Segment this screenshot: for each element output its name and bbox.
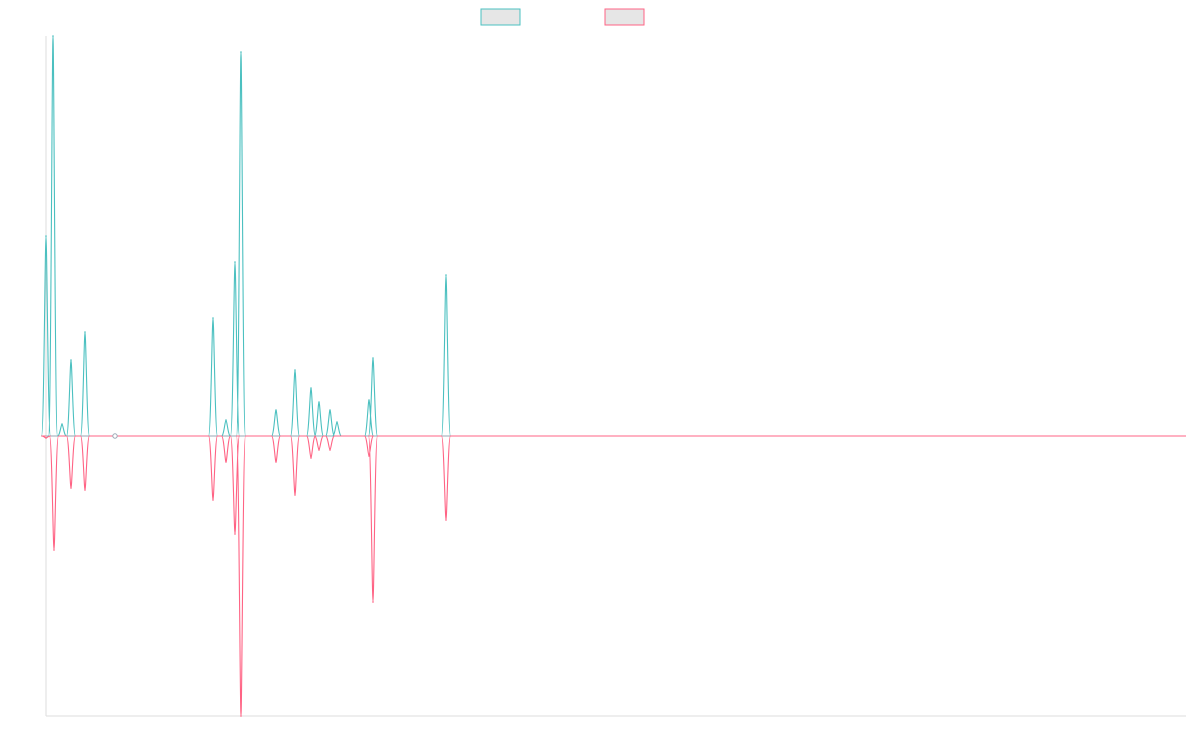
series-2-point-5 bbox=[212, 499, 214, 501]
series-1-point-9 bbox=[234, 261, 236, 263]
plot-area bbox=[41, 35, 1186, 717]
series-2-point-1 bbox=[45, 437, 47, 439]
series-2-line bbox=[41, 435, 1186, 717]
series-2-point-14 bbox=[368, 455, 370, 457]
series-1-line bbox=[41, 35, 1186, 437]
series-2-point-11 bbox=[310, 457, 312, 459]
series-2-point-15 bbox=[372, 601, 374, 603]
series-1-point-13 bbox=[310, 387, 312, 389]
series-1-point-4 bbox=[70, 359, 72, 361]
series-2-point-9 bbox=[275, 461, 277, 463]
series-2-point-2 bbox=[53, 549, 55, 551]
baseline-marker bbox=[112, 433, 118, 439]
series-1-point-15 bbox=[329, 409, 331, 411]
series-2-point-12 bbox=[318, 449, 320, 451]
series-1-point-3 bbox=[61, 423, 63, 425]
series-1-point-5 bbox=[84, 331, 86, 333]
series-1-point-11 bbox=[275, 409, 277, 411]
series-2-point-7 bbox=[234, 533, 236, 535]
series-1-point-17 bbox=[368, 399, 370, 401]
series-2-point-4 bbox=[84, 489, 86, 491]
legend bbox=[480, 8, 645, 26]
series-1-point-14 bbox=[318, 401, 320, 403]
legend-swatch-series-1[interactable] bbox=[480, 8, 521, 26]
series-1-point-1 bbox=[45, 235, 47, 237]
series-2-point-8 bbox=[240, 715, 242, 717]
series-1-point-2 bbox=[52, 35, 54, 37]
series-1-point-10 bbox=[240, 51, 242, 53]
series-1-point-8 bbox=[225, 419, 227, 421]
series-1-point-18 bbox=[372, 357, 374, 359]
series-1-point-7 bbox=[212, 317, 214, 319]
series-1-point-12 bbox=[294, 369, 296, 371]
series-1-point-16 bbox=[336, 421, 338, 423]
series-2-point-3 bbox=[70, 487, 72, 489]
series-2-point-10 bbox=[294, 494, 296, 496]
series-1-point-19 bbox=[445, 274, 447, 276]
legend-swatch-series-2[interactable] bbox=[604, 8, 645, 26]
series-2-point-16 bbox=[445, 519, 447, 521]
axes bbox=[45, 36, 1186, 717]
series-2-point-13 bbox=[329, 449, 331, 451]
series-2-point-6 bbox=[225, 461, 227, 463]
